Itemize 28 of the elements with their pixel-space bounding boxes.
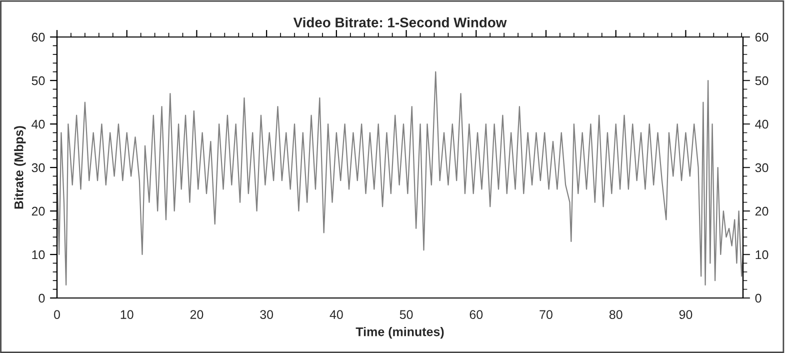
y-tick-label: 40 (32, 120, 45, 129)
y-tick-label: 60 (32, 32, 45, 42)
y-tick-label: 0 (38, 294, 45, 303)
x-tick-label: 20 (190, 310, 204, 319)
chart-title: Video Bitrate: 1-Second Window (293, 17, 507, 28)
x-axis-title: Time (minutes) (356, 327, 444, 339)
y2-tick-label: 50 (755, 76, 768, 86)
x-tick-label: 30 (260, 310, 274, 319)
x-tick-label: 50 (400, 310, 413, 319)
x-tick-label: 40 (330, 310, 343, 319)
x-tick-label: 80 (609, 310, 622, 319)
y2-tick-label: 60 (755, 32, 768, 42)
x-tick-label: 10 (120, 310, 134, 319)
y2-tick-label: 30 (755, 163, 768, 172)
y2-tick-label: 0 (755, 294, 762, 303)
line-series (57, 71, 743, 286)
x-tick-label: 70 (540, 310, 552, 319)
y-tick-label: 50 (32, 76, 45, 86)
y2-tick-label: 10 (756, 250, 768, 260)
y-tick-label: 10 (32, 250, 45, 260)
y-tick-label: 30 (32, 163, 45, 172)
y2-tick-label: 20 (755, 206, 768, 216)
x-tick-label: 90 (679, 310, 692, 319)
y2-tick-label: 40 (755, 120, 768, 129)
y-axis-title: Bitrate (Mbps) (14, 126, 26, 209)
y-tick-label: 20 (32, 206, 45, 216)
x-tick-label: 60 (470, 310, 483, 319)
x-tick-label: 0 (54, 310, 60, 319)
